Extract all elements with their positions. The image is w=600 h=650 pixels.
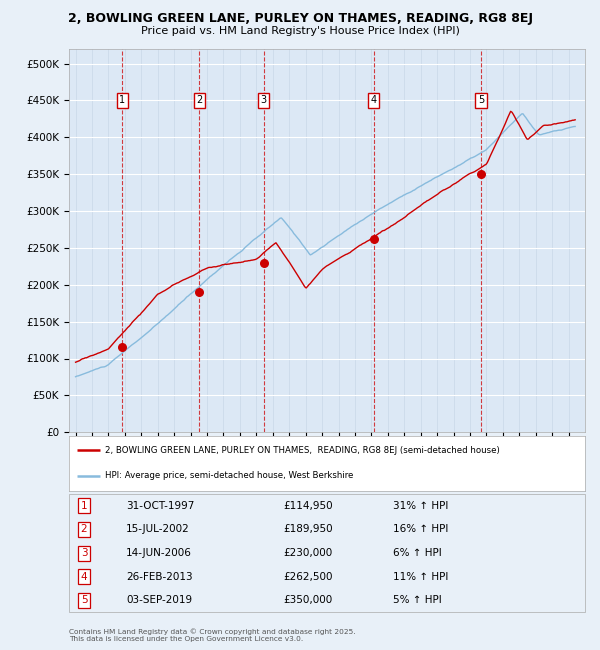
Text: 1: 1 bbox=[80, 501, 88, 511]
Text: £350,000: £350,000 bbox=[284, 595, 333, 605]
Text: 2: 2 bbox=[80, 525, 88, 534]
Text: £230,000: £230,000 bbox=[284, 548, 333, 558]
Text: 2, BOWLING GREEN LANE, PURLEY ON THAMES,  READING, RG8 8EJ (semi-detached house): 2, BOWLING GREEN LANE, PURLEY ON THAMES,… bbox=[105, 446, 500, 455]
Text: 15-JUL-2002: 15-JUL-2002 bbox=[126, 525, 190, 534]
Text: 5% ↑ HPI: 5% ↑ HPI bbox=[393, 595, 442, 605]
Text: 5: 5 bbox=[478, 96, 484, 105]
Text: 5: 5 bbox=[80, 595, 88, 605]
Text: 11% ↑ HPI: 11% ↑ HPI bbox=[393, 572, 448, 582]
Text: 31-OCT-1997: 31-OCT-1997 bbox=[126, 501, 194, 511]
Text: 4: 4 bbox=[80, 572, 88, 582]
Text: 6% ↑ HPI: 6% ↑ HPI bbox=[393, 548, 442, 558]
Text: 03-SEP-2019: 03-SEP-2019 bbox=[126, 595, 192, 605]
Text: £189,950: £189,950 bbox=[283, 525, 333, 534]
Point bbox=[117, 343, 127, 353]
Text: 16% ↑ HPI: 16% ↑ HPI bbox=[393, 525, 448, 534]
Text: HPI: Average price, semi-detached house, West Berkshire: HPI: Average price, semi-detached house,… bbox=[105, 471, 353, 480]
Text: 31% ↑ HPI: 31% ↑ HPI bbox=[393, 501, 448, 511]
Point bbox=[369, 233, 379, 244]
Text: Price paid vs. HM Land Registry's House Price Index (HPI): Price paid vs. HM Land Registry's House … bbox=[140, 26, 460, 36]
Point bbox=[476, 169, 486, 179]
Text: 3: 3 bbox=[80, 548, 88, 558]
Text: 14-JUN-2006: 14-JUN-2006 bbox=[126, 548, 192, 558]
Text: £262,500: £262,500 bbox=[284, 572, 333, 582]
Point bbox=[259, 257, 269, 268]
Text: £114,950: £114,950 bbox=[283, 501, 333, 511]
Point bbox=[194, 287, 204, 297]
Text: Contains HM Land Registry data © Crown copyright and database right 2025.
This d: Contains HM Land Registry data © Crown c… bbox=[69, 629, 356, 642]
Text: 1: 1 bbox=[119, 96, 125, 105]
Text: 26-FEB-2013: 26-FEB-2013 bbox=[126, 572, 193, 582]
Text: 2, BOWLING GREEN LANE, PURLEY ON THAMES, READING, RG8 8EJ: 2, BOWLING GREEN LANE, PURLEY ON THAMES,… bbox=[67, 12, 533, 25]
Text: 3: 3 bbox=[260, 96, 267, 105]
Text: 4: 4 bbox=[371, 96, 377, 105]
Text: 2: 2 bbox=[196, 96, 203, 105]
